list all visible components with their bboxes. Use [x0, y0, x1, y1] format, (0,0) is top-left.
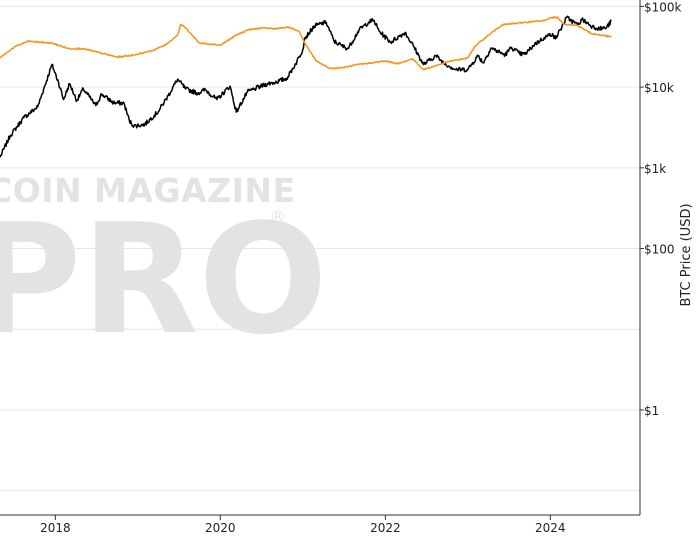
- gridlines: [0, 5, 640, 492]
- watermark-registered-mark: ®: [270, 207, 286, 226]
- series-line-orange: [0, 16, 612, 71]
- y-tick-label: $1k: [644, 162, 666, 176]
- y-axis-title: BTC Price (USD): [679, 203, 694, 306]
- x-tick-label: 2024: [535, 521, 566, 535]
- watermark: COIN MAGAZINE PRO ®: [0, 171, 328, 368]
- y-tick-label: $100k: [644, 0, 682, 14]
- y-tick-label: $100: [644, 243, 675, 257]
- y-tick-label: $10k: [644, 81, 674, 95]
- y-tick-label: $1: [644, 404, 659, 418]
- x-tick-label: 2018: [40, 521, 71, 535]
- x-tick-label: 2022: [370, 521, 401, 535]
- watermark-line1: COIN MAGAZINE: [0, 171, 296, 210]
- series-lines: [0, 15, 612, 158]
- watermark-line2: PRO: [0, 191, 328, 368]
- series-line-black: [0, 15, 612, 158]
- x-tick-label: 2020: [205, 521, 236, 535]
